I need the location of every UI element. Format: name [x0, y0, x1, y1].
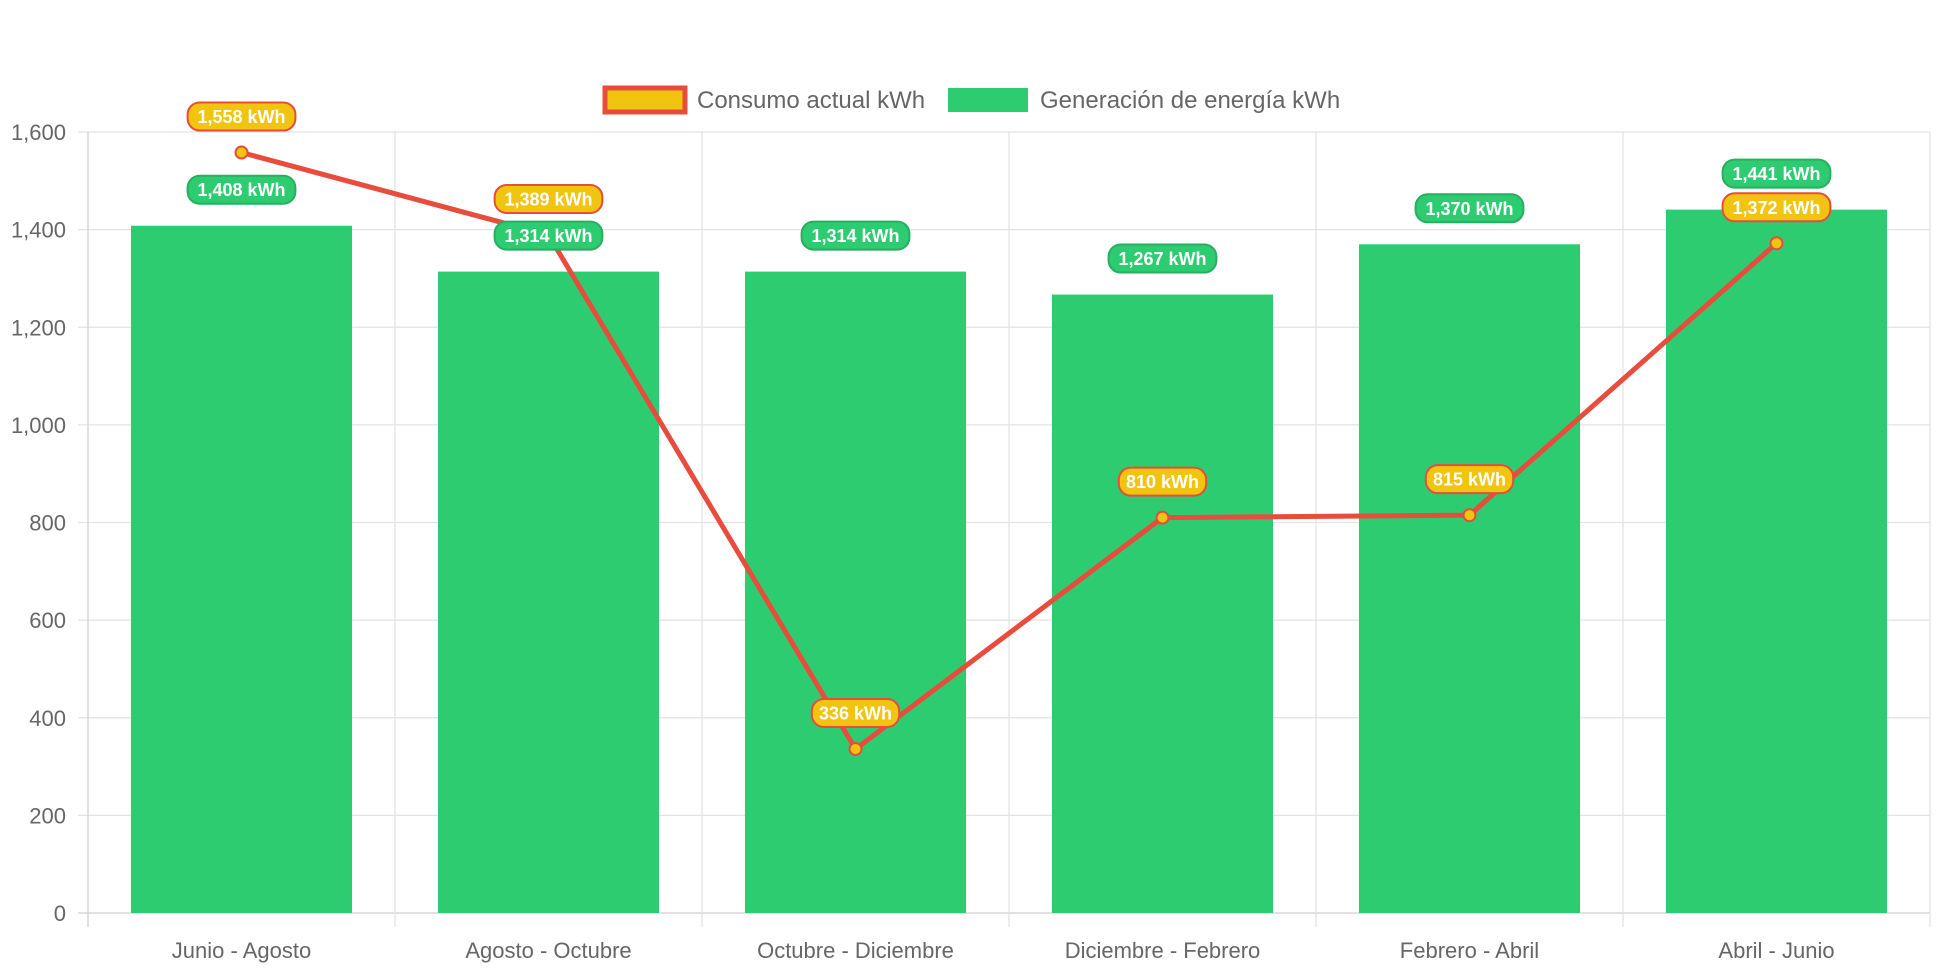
- line-data-label-bg: [810, 697, 901, 728]
- line-point: [234, 145, 249, 160]
- bar-data-label: 1,408 kWh: [186, 174, 297, 205]
- bar-data-label: 1,314 kWh: [493, 220, 604, 251]
- line-data-label-text: 815 kWh: [1433, 470, 1506, 490]
- x-tick-label: Junio - Agosto: [172, 938, 311, 963]
- bar-data-label: 1,314 kWh: [800, 220, 911, 251]
- bar-data-label-text: 1,314 kWh: [504, 226, 592, 246]
- bar-data-label-bg: [1721, 158, 1832, 189]
- line-data-label-bg: [493, 183, 604, 214]
- line-data-label-bg: [186, 101, 297, 132]
- line-data-label: 336 kWh: [810, 697, 901, 728]
- legend-label-consumo[interactable]: Consumo actual kWh: [697, 87, 925, 114]
- line-point: [1769, 236, 1784, 251]
- line-data-label-text: 1,389 kWh: [504, 189, 592, 209]
- bar-data-label-bg: [186, 174, 297, 205]
- line-data-label-bg: [1721, 192, 1832, 223]
- bar: [1051, 294, 1274, 913]
- bar-data-label: 1,267 kWh: [1107, 243, 1218, 274]
- x-tick-label: Febrero - Abril: [1400, 938, 1539, 963]
- line-point: [848, 741, 863, 756]
- legend-swatch-generacion[interactable]: [948, 88, 1028, 112]
- y-tick-label: 800: [29, 511, 66, 536]
- bar: [130, 225, 353, 914]
- y-tick-label: 1,200: [11, 315, 66, 340]
- bar-data-label-text: 1,267 kWh: [1118, 249, 1206, 269]
- line-data-label: 1,389 kWh: [493, 183, 604, 214]
- y-tick-label: 600: [29, 608, 66, 633]
- bar: [437, 271, 660, 913]
- legend-swatch-consumo[interactable]: [602, 85, 688, 115]
- y-tick-label: 1,600: [11, 120, 66, 145]
- bar: [744, 271, 967, 913]
- line-data-label-text: 810 kWh: [1126, 472, 1199, 492]
- legend[interactable]: Consumo actual kWh Generación de energía…: [602, 85, 1340, 115]
- line-point: [1462, 508, 1477, 523]
- bar: [1665, 209, 1888, 913]
- bar: [1358, 244, 1581, 914]
- data-labels: 1,408 kWh 1,314 kWh 1,314 kWh 1,267 kWh 1,37…: [186, 101, 1832, 728]
- bar-data-label-bg: [1414, 193, 1525, 224]
- bar-data-label-text: 1,370 kWh: [1425, 199, 1513, 219]
- line-data-label-bg: [1424, 464, 1515, 495]
- line-data-label-text: 336 kWh: [819, 703, 892, 723]
- line-data-label-text: 1,372 kWh: [1732, 198, 1820, 218]
- line-data-label: 815 kWh: [1424, 464, 1515, 495]
- line-point: [1155, 510, 1170, 525]
- line-data-label-bg: [1117, 466, 1208, 497]
- x-tick-label: Abril - Junio: [1718, 938, 1834, 963]
- line-data-label: 1,372 kWh: [1721, 192, 1832, 223]
- line-data-label: 1,558 kWh: [186, 101, 297, 132]
- y-tick-label: 0: [54, 901, 66, 926]
- y-tick-label: 1,000: [11, 413, 66, 438]
- bar-data-label-text: 1,408 kWh: [197, 180, 285, 200]
- bar-data-label-text: 1,441 kWh: [1732, 164, 1820, 184]
- consumo-line: [240, 150, 1779, 752]
- y-tick-label: 200: [29, 803, 66, 828]
- bar-data-label-bg: [1107, 243, 1218, 274]
- bar-data-label: 1,370 kWh: [1414, 193, 1525, 224]
- bar-data-label: 1,441 kWh: [1721, 158, 1832, 189]
- line-data-label-text: 1,558 kWh: [197, 107, 285, 127]
- legend-label-generacion[interactable]: Generación de energía kWh: [1040, 87, 1340, 114]
- bar-data-label-text: 1,314 kWh: [811, 226, 899, 246]
- y-tick-label: 1,400: [11, 218, 66, 243]
- bar-data-label-bg: [800, 220, 911, 251]
- y-tick-label: 400: [29, 706, 66, 731]
- line-data-label: 810 kWh: [1117, 466, 1208, 497]
- axes: 0 200 400 600 800 1,000 1,200 1,400 1,600 Junio -…: [11, 120, 1835, 963]
- bar-data-label-bg: [493, 220, 604, 251]
- x-tick-label: Diciembre - Febrero: [1065, 938, 1261, 963]
- bar-series-generacion: [130, 209, 1888, 914]
- grid: [78, 131, 1931, 927]
- x-tick-label: Octubre - Diciembre: [757, 938, 954, 963]
- x-tick-label: Agosto - Octubre: [465, 938, 631, 963]
